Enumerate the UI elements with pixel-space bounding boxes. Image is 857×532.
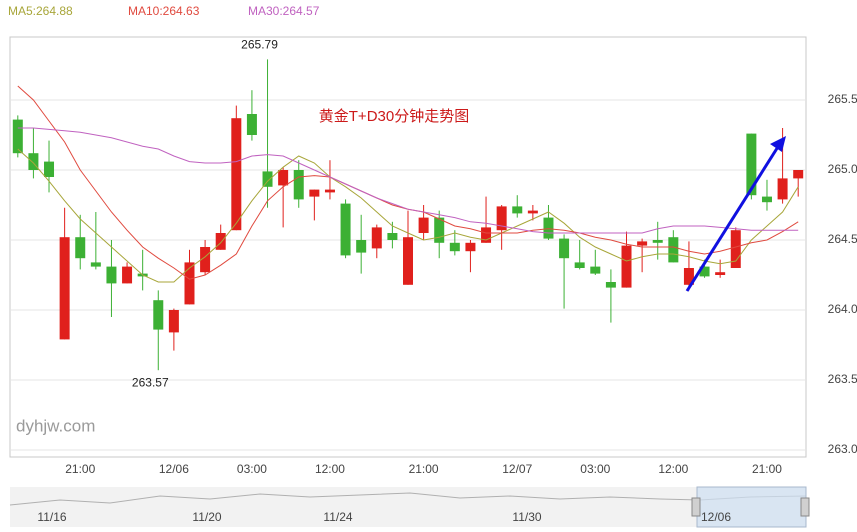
navigator-line xyxy=(9,492,807,506)
candle-body xyxy=(293,170,304,200)
candle-body xyxy=(387,233,398,240)
candle-body xyxy=(153,300,164,330)
candle-body xyxy=(340,203,351,256)
max-label: 265.79 xyxy=(241,38,278,52)
navigator-label: 11/16 xyxy=(37,510,66,524)
ma-line xyxy=(17,148,799,283)
candle-body xyxy=(246,114,257,135)
y-tick-label: 263.50 xyxy=(828,372,857,386)
navigator xyxy=(10,487,806,527)
x-tick-label: 03:00 xyxy=(580,462,610,476)
navigator-label: 12/06 xyxy=(701,510,731,524)
candle-body xyxy=(730,230,741,268)
candle-body xyxy=(90,262,101,267)
min-label: 263.57 xyxy=(132,375,169,389)
candle-body xyxy=(793,170,804,179)
candle-body xyxy=(683,268,694,285)
y-tick-label: 265.00 xyxy=(828,162,857,176)
candle-body xyxy=(559,238,570,259)
legend-entry: MA5:264.88 xyxy=(8,4,73,18)
candle-body xyxy=(356,240,367,253)
candle-body xyxy=(168,310,179,333)
candle-body xyxy=(621,245,632,288)
legend-entry: MA30:264.57 xyxy=(248,4,320,18)
candle-body xyxy=(324,189,335,193)
candle-body xyxy=(200,247,211,273)
candle-body xyxy=(184,262,195,305)
candle-body xyxy=(761,196,772,203)
candle-body xyxy=(637,241,648,246)
chart-title: 黄金T+D30分钟走势图 xyxy=(319,108,469,125)
x-tick-label: 12/06 xyxy=(159,462,189,476)
candle-body xyxy=(278,170,289,186)
y-tick-label: 264.00 xyxy=(828,302,857,316)
navigator-label: 11/24 xyxy=(323,510,352,524)
candle-body xyxy=(44,161,55,177)
candle-body xyxy=(418,217,429,233)
candle-body xyxy=(75,237,86,259)
candle-body xyxy=(699,266,710,277)
y-tick-label: 263.00 xyxy=(828,442,857,456)
candle-body xyxy=(215,233,226,250)
candle-body xyxy=(590,266,601,274)
candle-body xyxy=(122,266,133,284)
y-tick-label: 265.50 xyxy=(828,92,857,106)
candle-body xyxy=(262,171,273,187)
x-tick-label: 21:00 xyxy=(65,462,95,476)
candle-body xyxy=(574,262,585,268)
candle-body xyxy=(59,237,70,340)
trend-arrow xyxy=(685,141,783,292)
y-tick-label: 264.50 xyxy=(828,232,857,246)
candle-body xyxy=(371,227,382,249)
candle-body xyxy=(527,210,538,214)
watermark: dyhjw.com xyxy=(16,416,95,435)
candle-body xyxy=(231,118,242,231)
navigator-window[interactable] xyxy=(696,486,807,528)
candle-body xyxy=(403,237,413,285)
candle-body xyxy=(465,242,476,252)
x-tick-label: 03:00 xyxy=(237,462,267,476)
candle-body xyxy=(434,217,445,243)
candle-body xyxy=(605,282,616,288)
candle-body xyxy=(496,206,507,231)
candle-body xyxy=(668,237,679,263)
candle-body xyxy=(512,206,523,214)
candle-body xyxy=(106,266,117,284)
navigator-handle[interactable] xyxy=(800,497,810,517)
candle-body xyxy=(449,242,460,252)
trend-arrow-head xyxy=(770,136,786,152)
candle-body xyxy=(746,133,757,196)
x-tick-label: 12/07 xyxy=(502,462,532,476)
candle-body xyxy=(543,217,554,239)
candle-body xyxy=(777,178,788,200)
candle-body xyxy=(28,153,39,170)
candle-body xyxy=(481,227,492,243)
x-tick-label: 12:00 xyxy=(315,462,345,476)
candle-body xyxy=(12,119,23,154)
candle-body xyxy=(652,240,663,243)
legend-entry: MA10:264.63 xyxy=(128,4,200,18)
candle-body xyxy=(715,272,726,275)
x-tick-label: 12:00 xyxy=(658,462,688,476)
navigator-handle[interactable] xyxy=(691,497,701,517)
navigator-label: 11/20 xyxy=(192,510,221,524)
candle-body xyxy=(309,189,320,197)
ma-line xyxy=(17,127,799,234)
x-tick-label: 21:00 xyxy=(752,462,782,476)
navigator-label: 11/30 xyxy=(512,510,541,524)
x-tick-label: 21:00 xyxy=(409,462,439,476)
